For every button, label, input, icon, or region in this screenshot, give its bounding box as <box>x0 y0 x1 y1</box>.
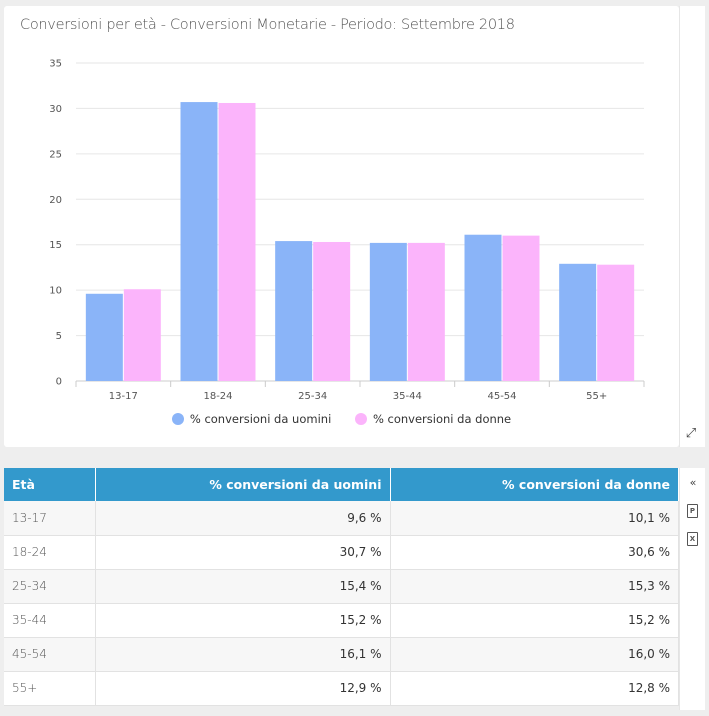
cell-uomini: 16,1 % <box>95 637 391 672</box>
y-tick-label: 35 <box>49 59 62 70</box>
cell-donne: 30,6 % <box>390 535 679 570</box>
x-tick-label: 18-24 <box>203 391 232 402</box>
bar-donne <box>502 235 540 381</box>
cell-uomini: 30,7 % <box>95 535 391 570</box>
chart-card: Conversioni per età - Conversioni Moneta… <box>4 6 679 447</box>
cell-eta: 25-34 <box>4 569 96 604</box>
column-header-eta[interactable]: Età <box>4 468 96 501</box>
excel-file-icon[interactable]: X <box>687 532 698 546</box>
y-tick-label: 20 <box>49 195 62 206</box>
y-tick-label: 0 <box>56 377 62 388</box>
table-row: 55+ 12,9 % 12,8 % <box>4 671 679 706</box>
cell-donne: 16,0 % <box>390 637 679 672</box>
y-tick-label: 25 <box>49 149 62 160</box>
bar-donne <box>123 289 161 381</box>
legend-dot-icon <box>354 413 367 425</box>
bar-uomini <box>559 263 597 381</box>
table-header-row: Età % conversioni da uomini % conversion… <box>4 468 679 501</box>
cell-eta: 55+ <box>4 671 96 706</box>
cell-donne: 15,3 % <box>390 569 679 604</box>
cell-eta: 35-44 <box>4 603 96 638</box>
data-table: Età % conversioni da uomini % conversion… <box>4 468 679 706</box>
legend-dot-icon <box>171 413 184 425</box>
column-header-uomini[interactable]: % conversioni da uomini <box>95 468 391 501</box>
y-tick-label: 30 <box>49 104 62 115</box>
table-row: 45-54 16,1 % 16,0 % <box>4 637 679 672</box>
chart-title: Conversioni per età - Conversioni Moneta… <box>20 17 515 33</box>
bar-donne <box>218 102 256 381</box>
table-row: 35-44 15,2 % 15,2 % <box>4 603 679 638</box>
bar-donne <box>597 264 635 381</box>
table-side-toolbar: « P X <box>679 468 705 710</box>
cell-donne: 15,2 % <box>390 603 679 638</box>
expand-arrows-icon[interactable]: ⤢ <box>685 426 697 441</box>
x-tick-label: 13-17 <box>109 391 138 402</box>
cell-eta: 45-54 <box>4 637 96 672</box>
cell-uomini: 9,6 % <box>95 501 391 536</box>
cell-uomini: 15,4 % <box>95 569 391 604</box>
data-table-container: Età % conversioni da uomini % conversion… <box>4 468 679 706</box>
pdf-file-icon[interactable]: P <box>687 504 698 518</box>
legend-item-uomini[interactable]: % conversioni da uomini <box>171 412 332 426</box>
chart-legend: % conversioni da uomini % conversioni da… <box>4 412 679 428</box>
cell-uomini: 12,9 % <box>95 671 391 706</box>
bar-donne <box>313 241 351 381</box>
x-tick-label: 45-54 <box>487 391 516 402</box>
bar-uomini <box>85 293 123 381</box>
x-tick-label: 25-34 <box>298 391 327 402</box>
legend-item-donne[interactable]: % conversioni da donne <box>354 412 512 426</box>
x-tick-label: 55+ <box>586 391 607 402</box>
cell-uomini: 15,2 % <box>95 603 391 638</box>
cell-donne: 12,8 % <box>390 671 679 706</box>
x-tick-label: 35-44 <box>393 391 422 402</box>
bar-uomini <box>369 242 407 381</box>
cell-donne: 10,1 % <box>390 501 679 536</box>
bar-donne <box>407 242 445 381</box>
cell-eta: 13-17 <box>4 501 96 536</box>
legend-label-donne: % conversioni da donne <box>372 412 512 426</box>
bar-chart: 0 5 10 15 20 25 30 35 13-17 18-24 25-34 35-44 45-54 5… <box>49 59 645 402</box>
table-row: 25-34 15,4 % 15,3 % <box>4 569 679 604</box>
table-row: 13-17 9,6 % 10,1 % <box>4 501 679 536</box>
y-tick-label: 5 <box>56 331 62 342</box>
double-chevron-left-icon[interactable]: « <box>689 476 697 489</box>
bar-uomini <box>275 241 313 381</box>
chart-side-toolbar <box>679 6 705 447</box>
table-row: 18-24 30,7 % 30,6 % <box>4 535 679 570</box>
bar-uomini <box>180 102 218 381</box>
cell-eta: 18-24 <box>4 535 96 570</box>
column-header-donne[interactable]: % conversioni da donne <box>390 468 679 501</box>
y-tick-label: 10 <box>49 286 62 297</box>
legend-label-uomini: % conversioni da uomini <box>189 412 332 426</box>
y-tick-label: 15 <box>49 240 62 251</box>
bar-uomini <box>464 234 502 381</box>
